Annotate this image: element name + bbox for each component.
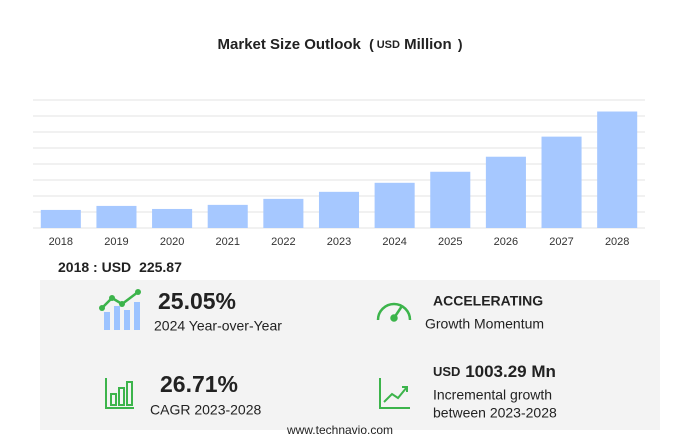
- x-tick-label: 2023: [327, 236, 351, 248]
- stat-value: ACCELERATING: [433, 293, 543, 309]
- bar: [96, 205, 137, 228]
- x-tick-label: 2022: [271, 236, 295, 248]
- plot: 2018 2019 2020 2021 2022 2023 2024 2025 2026 2027…: [33, 99, 645, 248]
- stats-panel: [40, 280, 660, 430]
- x-tick-label: 2025: [438, 236, 462, 248]
- incremental-icon: [379, 378, 410, 409]
- highlight-sep: :: [93, 259, 98, 275]
- bar: [207, 204, 248, 228]
- bar: [318, 191, 360, 228]
- stat-currency: USD: [433, 364, 460, 379]
- x-tick-label: 2026: [494, 236, 518, 248]
- x-tick-label: 2018: [49, 236, 73, 248]
- title-text: Market Size Outlook: [218, 36, 362, 53]
- unit-currency: USD: [377, 39, 400, 51]
- stat-label: 2024 Year-over-Year: [154, 318, 282, 334]
- unit-paren: ): [458, 36, 463, 52]
- footer: www.technavio.com: [286, 423, 393, 437]
- bar: [40, 209, 81, 228]
- stat-number: 1003.29 Mn: [465, 362, 556, 381]
- stat-label: CAGR 2023-2028: [150, 402, 262, 418]
- bar: [485, 156, 526, 228]
- cagr-icon: [105, 378, 134, 409]
- x-tick-label: 2020: [160, 236, 184, 248]
- highlight: 2018 : USD 225.87: [58, 259, 182, 275]
- x-tick-label: 2027: [549, 236, 573, 248]
- x-tick-label: 2024: [382, 236, 406, 248]
- stat-label: Incremental growth: [433, 387, 552, 403]
- highlight-currency: USD: [102, 259, 132, 275]
- highlight-year: 2018: [58, 259, 89, 275]
- stat-label: between 2023-2028: [433, 405, 557, 421]
- highlight-value: 225.87: [139, 259, 182, 275]
- bar: [430, 171, 471, 228]
- stat-value: 25.05%: [158, 288, 236, 314]
- stat-label: Growth Momentum: [425, 316, 544, 332]
- unit-paren: (: [369, 36, 374, 52]
- bar: [263, 198, 304, 228]
- unit-scale: Million: [404, 36, 452, 53]
- growth-icon: [99, 289, 141, 330]
- x-tick-label: 2021: [215, 236, 239, 248]
- stat-value: 26.71%: [160, 371, 238, 397]
- x-tick-label: 2019: [104, 236, 128, 248]
- x-tick-label: 2028: [605, 236, 629, 248]
- bar: [374, 182, 415, 228]
- chart-title: Market Size Outlook (USD Million ): [218, 36, 463, 53]
- gauge-icon: [376, 302, 412, 322]
- bar: [597, 111, 638, 228]
- stat-value: USD 1003.29 Mn: [433, 362, 556, 381]
- bar: [152, 208, 193, 228]
- bar: [541, 136, 582, 228]
